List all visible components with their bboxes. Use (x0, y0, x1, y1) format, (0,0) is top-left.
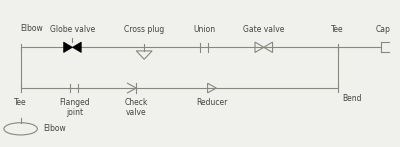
Text: Cap: Cap (376, 25, 391, 34)
Text: Flanged
joint: Flanged joint (59, 97, 90, 117)
Polygon shape (264, 42, 272, 52)
Polygon shape (64, 42, 72, 52)
Text: Globe valve: Globe valve (50, 25, 95, 34)
Text: Gate valve: Gate valve (243, 25, 284, 34)
Text: Reducer: Reducer (196, 97, 228, 107)
Text: Tee: Tee (331, 25, 344, 34)
Polygon shape (255, 42, 264, 52)
Text: Elbow: Elbow (21, 24, 43, 33)
Polygon shape (72, 42, 81, 52)
Text: Elbow: Elbow (43, 124, 66, 133)
Text: Bend: Bend (343, 94, 362, 103)
Text: Union: Union (193, 25, 215, 34)
Text: Check
valve: Check valve (124, 97, 148, 117)
Text: Tee: Tee (14, 97, 27, 107)
Text: Cross plug: Cross plug (124, 25, 164, 34)
